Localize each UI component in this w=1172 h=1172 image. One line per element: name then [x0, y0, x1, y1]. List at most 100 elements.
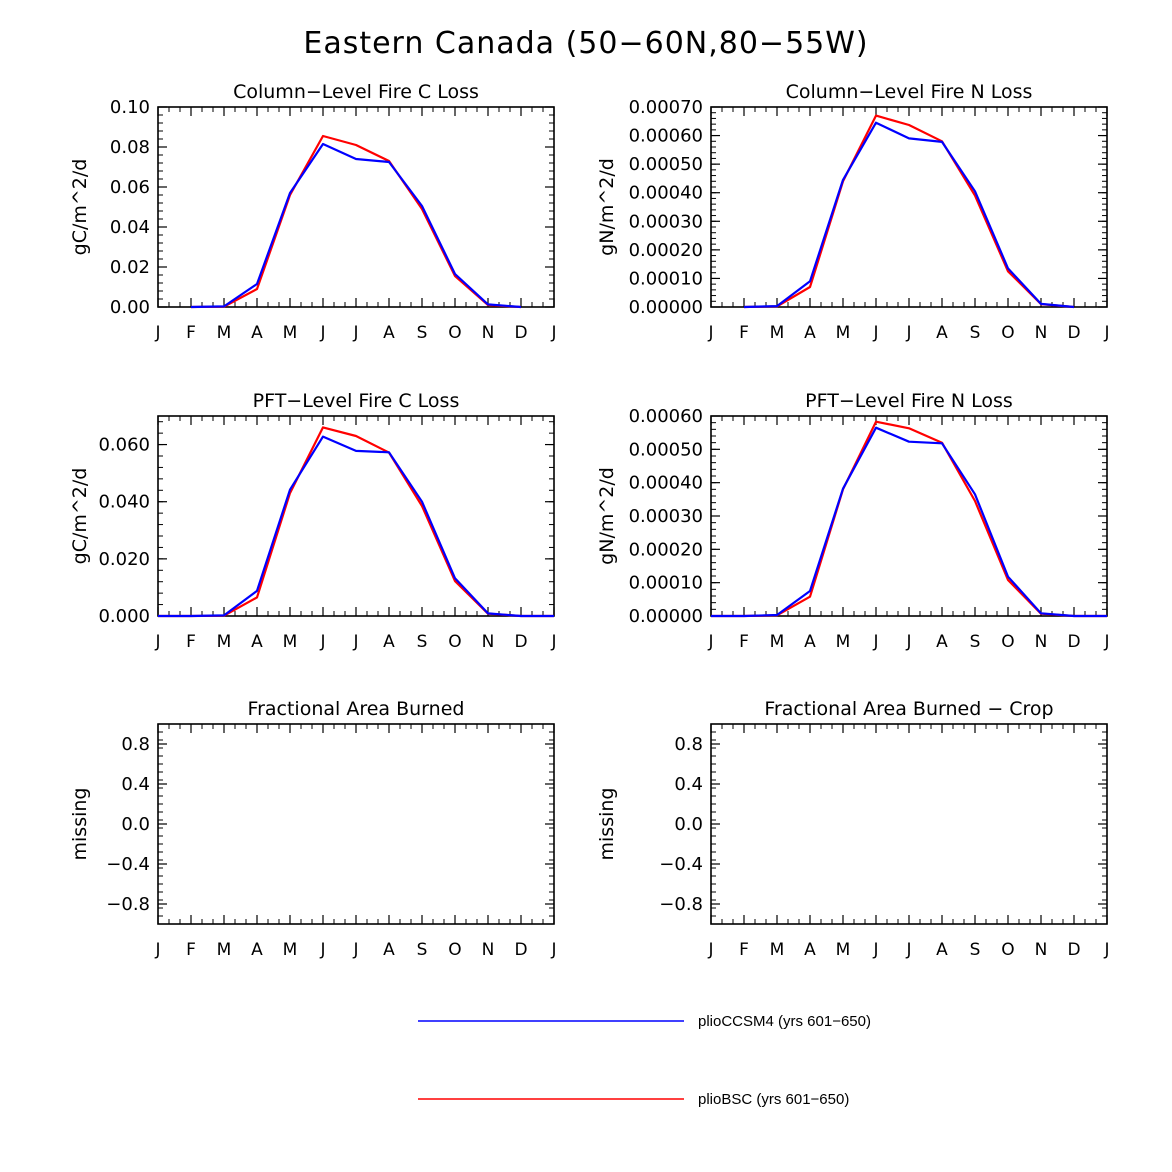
x-tick-label: S — [417, 940, 428, 960]
x-tick-label: M — [770, 940, 785, 960]
y-tick-label: 0.000 — [98, 606, 150, 627]
x-tick-label: J — [707, 632, 713, 652]
x-tick-label: N — [482, 323, 495, 343]
panel-title: PFT−Level Fire N Loss — [805, 390, 1013, 412]
x-tick-label: F — [739, 323, 749, 343]
x-tick-label: S — [970, 632, 981, 652]
y-tick-label: 0.08 — [110, 137, 150, 158]
series-line-pliobsc — [743, 114, 1075, 309]
series-line-pliobsc — [158, 426, 554, 618]
x-tick-label: A — [804, 632, 816, 652]
x-tick-label: O — [448, 940, 461, 960]
y-tick-label: 0.00030 — [629, 211, 703, 232]
y-axis-label: missing — [69, 788, 91, 861]
x-tick-label: J — [154, 632, 160, 652]
y-tick-label: 0.00050 — [629, 154, 703, 175]
x-tick-label: A — [936, 323, 948, 343]
x-tick-label: M — [770, 632, 785, 652]
x-tick-label: M — [770, 323, 785, 343]
x-tick-label: S — [417, 632, 428, 652]
y-tick-label: 0.00040 — [629, 183, 703, 204]
panel-title: Fractional Area Burned − Crop — [764, 698, 1053, 720]
chart-panel-2: J F M A M J J A S O N D J0.000000.000100.000200.0003… — [596, 81, 1110, 343]
x-tick-label: J — [352, 323, 358, 343]
panel-title: PFT−Level Fire C Loss — [253, 390, 460, 412]
x-tick-label: J — [550, 323, 556, 343]
y-tick-label: 0.8 — [121, 734, 150, 755]
x-tick-label: F — [186, 940, 196, 960]
x-tick-label: S — [970, 940, 981, 960]
x-tick-label: J — [1103, 323, 1109, 343]
x-tick-label: J — [1103, 632, 1109, 652]
y-axis-label: gN/m^2/d — [596, 467, 618, 565]
y-axis-label: gC/m^2/d — [69, 159, 91, 256]
series-line-pliocccsm4 — [190, 142, 522, 309]
y-tick-label: 0.00040 — [629, 473, 703, 494]
y-tick-label: 0.00 — [110, 297, 150, 318]
y-tick-label: 0.04 — [110, 217, 150, 238]
x-tick-label: J — [352, 940, 358, 960]
y-tick-label: 0.4 — [674, 774, 703, 795]
legend-label-pliocccsm4: plioCCSM4 (yrs 601−650) — [698, 1013, 871, 1030]
plot-frame — [710, 723, 1108, 925]
x-tick-label: N — [1035, 632, 1048, 652]
x-tick-label: N — [482, 940, 495, 960]
x-tick-label: F — [186, 323, 196, 343]
y-tick-label: 0.06 — [110, 177, 150, 198]
x-tick-label: O — [1001, 632, 1014, 652]
x-tick-label: J — [319, 632, 325, 652]
x-tick-label: N — [1035, 940, 1048, 960]
figure-title: Eastern Canada (50−60N,80−55W) — [303, 26, 869, 61]
chart-panel-4: J F M A M J J A S O N D J0.000000.000100.000200.0003… — [596, 390, 1110, 652]
x-tick-label: J — [1103, 940, 1109, 960]
x-tick-label: D — [514, 323, 527, 343]
x-tick-label: N — [1035, 323, 1048, 343]
x-tick-label: F — [739, 940, 749, 960]
x-tick-label: N — [482, 632, 495, 652]
x-tick-label: S — [417, 323, 428, 343]
series-line-pliobsc — [711, 420, 1107, 618]
series-line-pliocccsm4 — [711, 426, 1107, 618]
x-tick-label: J — [905, 632, 911, 652]
series-line-pliocccsm4 — [743, 121, 1075, 309]
chart-panel-6: J F M A M J J A S O N D J−0.8−0.40.00.40.8Fractional… — [596, 698, 1110, 960]
series-line-pliocccsm4 — [158, 435, 554, 618]
x-tick-label: O — [1001, 323, 1014, 343]
x-tick-label: O — [1001, 940, 1014, 960]
x-tick-label: A — [383, 323, 395, 343]
y-tick-label: 0.00060 — [629, 406, 703, 427]
x-tick-label: M — [283, 323, 298, 343]
x-tick-label: A — [251, 323, 263, 343]
x-tick-label: M — [836, 323, 851, 343]
y-tick-label: 0.8 — [674, 734, 703, 755]
y-tick-label: 0.00000 — [629, 297, 703, 318]
y-tick-label: 0.4 — [121, 774, 150, 795]
x-tick-label: A — [936, 632, 948, 652]
x-tick-label: J — [905, 940, 911, 960]
x-tick-label: J — [707, 323, 713, 343]
y-tick-label: 0.060 — [98, 435, 150, 456]
x-tick-label: M — [836, 940, 851, 960]
panel-title: Column−Level Fire N Loss — [786, 81, 1033, 103]
y-tick-label: 0.00060 — [629, 126, 703, 147]
x-tick-label: D — [1067, 940, 1080, 960]
y-axis-label: gN/m^2/d — [596, 158, 618, 256]
x-tick-label: A — [383, 940, 395, 960]
x-tick-label: D — [514, 940, 527, 960]
y-tick-label: 0.00030 — [629, 506, 703, 527]
x-tick-label: J — [550, 632, 556, 652]
x-tick-label: J — [872, 632, 878, 652]
x-tick-label: O — [448, 632, 461, 652]
y-tick-label: −0.8 — [106, 894, 150, 915]
x-tick-label: M — [283, 632, 298, 652]
x-tick-label: J — [352, 632, 358, 652]
x-tick-label: M — [217, 323, 232, 343]
y-tick-label: −0.4 — [659, 854, 703, 875]
x-tick-label: F — [739, 632, 749, 652]
y-tick-label: 0.00010 — [629, 268, 703, 289]
x-tick-label: M — [217, 632, 232, 652]
x-tick-label: O — [448, 323, 461, 343]
legend-label-pliobsc: plioBSC (yrs 601−650) — [698, 1091, 850, 1108]
x-tick-label: J — [905, 323, 911, 343]
